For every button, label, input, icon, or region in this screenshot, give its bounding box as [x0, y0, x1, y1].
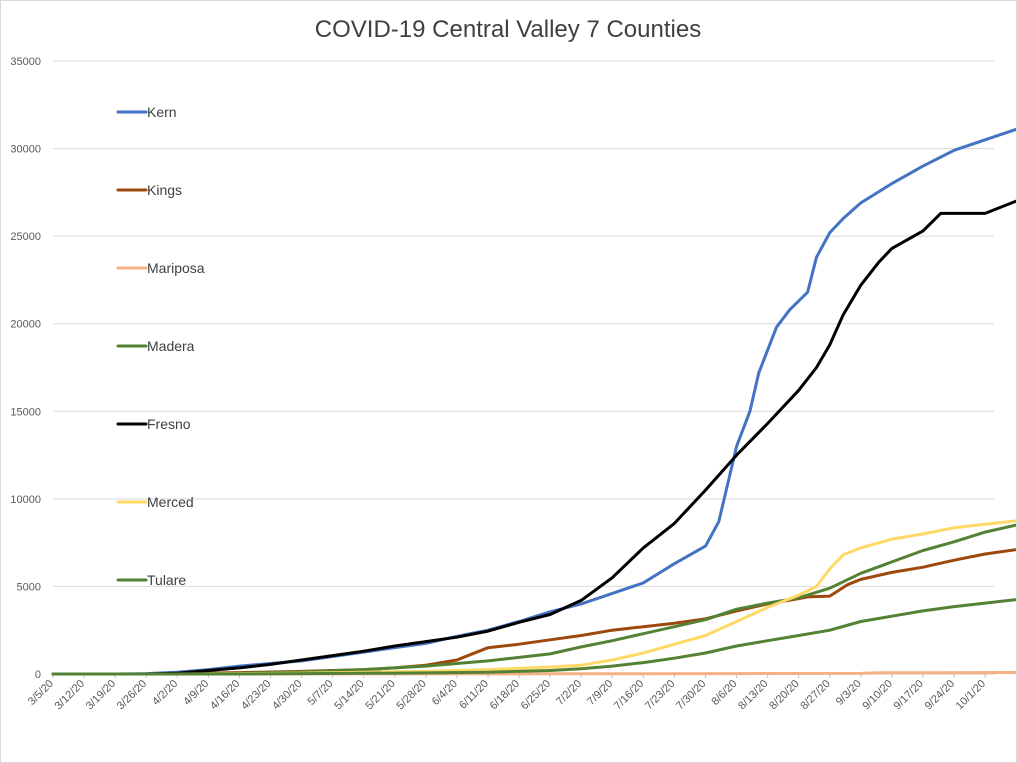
legend-label-tulare: Tulare	[147, 572, 186, 588]
x-tick-label: 6/4/20	[430, 678, 460, 708]
x-tick-label: 6/18/20	[488, 678, 522, 712]
x-tick-label: 5/7/20	[306, 678, 336, 708]
legend-label-mariposa: Mariposa	[147, 260, 205, 276]
x-tick-label: 5/28/20	[394, 678, 428, 712]
y-tick-label: 15000	[10, 406, 41, 418]
series-line-fresno	[51, 199, 1016, 676]
x-tick-label: 8/27/20	[798, 678, 832, 712]
x-tick-label: 3/12/20	[53, 678, 87, 712]
y-tick-label: 10000	[10, 494, 41, 506]
x-tick-label: 3/26/20	[115, 678, 149, 712]
y-tick-label: 0	[35, 669, 41, 681]
series-line-madera	[51, 523, 1016, 676]
x-tick-label: 5/21/20	[363, 678, 397, 712]
x-tick-label: 5/14/20	[332, 678, 366, 712]
x-tick-label: 9/10/20	[860, 678, 894, 712]
x-tick-label: 7/23/20	[643, 678, 677, 712]
x-tick-label: 9/17/20	[892, 678, 926, 712]
x-tick-label: 10/1/20	[954, 678, 988, 712]
x-tick-label: 7/16/20	[612, 678, 646, 712]
x-tick-label: 4/2/20	[150, 678, 180, 708]
series-lines	[51, 127, 1016, 676]
x-tick-label: 3/19/20	[84, 678, 118, 712]
chart-title: COVID-19 Central Valley 7 Counties	[315, 16, 701, 43]
x-tick-label: 4/9/20	[181, 678, 211, 708]
x-tick-label: 6/25/20	[519, 678, 553, 712]
y-tick-label: 30000	[10, 144, 41, 156]
x-tick-label: 9/24/20	[923, 678, 957, 712]
legend-label-kern: Kern	[147, 104, 177, 120]
x-tick-label: 9/3/20	[834, 678, 864, 708]
x-tick-label: 3/5/20	[26, 678, 56, 708]
x-tick-label: 4/16/20	[208, 678, 242, 712]
x-tick-label: 6/11/20	[457, 678, 491, 712]
series-line-tulare	[51, 598, 1016, 676]
series-line-merced	[51, 519, 1016, 676]
series-line-kings	[51, 548, 1016, 676]
legend-label-madera: Madera	[147, 338, 195, 354]
x-tick-label: 7/30/20	[674, 678, 708, 712]
legend-label-kings: Kings	[147, 182, 182, 198]
legend: Kern Kings Mariposa Madera Fresno Merced Tular…	[116, 104, 205, 588]
x-tick-label: 4/30/20	[270, 678, 304, 712]
series-line-kern	[51, 127, 1016, 676]
y-tick-label: 20000	[10, 319, 41, 331]
x-tick-label: 7/9/20	[585, 678, 615, 708]
gridlines	[53, 60, 994, 587]
x-tick-label: 7/2/20	[554, 678, 584, 708]
y-tick-label: 25000	[10, 231, 41, 243]
x-tick-label: 8/6/20	[709, 678, 739, 708]
y-tick-label: 5000	[17, 581, 41, 593]
x-tick-label: 8/20/20	[767, 678, 801, 712]
legend-label-fresno: Fresno	[147, 416, 191, 432]
axes: 0 5000 10000 15000 20000 25000 30000 35000 3/5/2…	[10, 56, 994, 712]
x-tick-label: 8/13/20	[736, 678, 770, 712]
y-tick-label: 35000	[10, 56, 41, 68]
x-tick-label: 4/23/20	[239, 678, 273, 712]
legend-label-merced: Merced	[147, 494, 194, 510]
